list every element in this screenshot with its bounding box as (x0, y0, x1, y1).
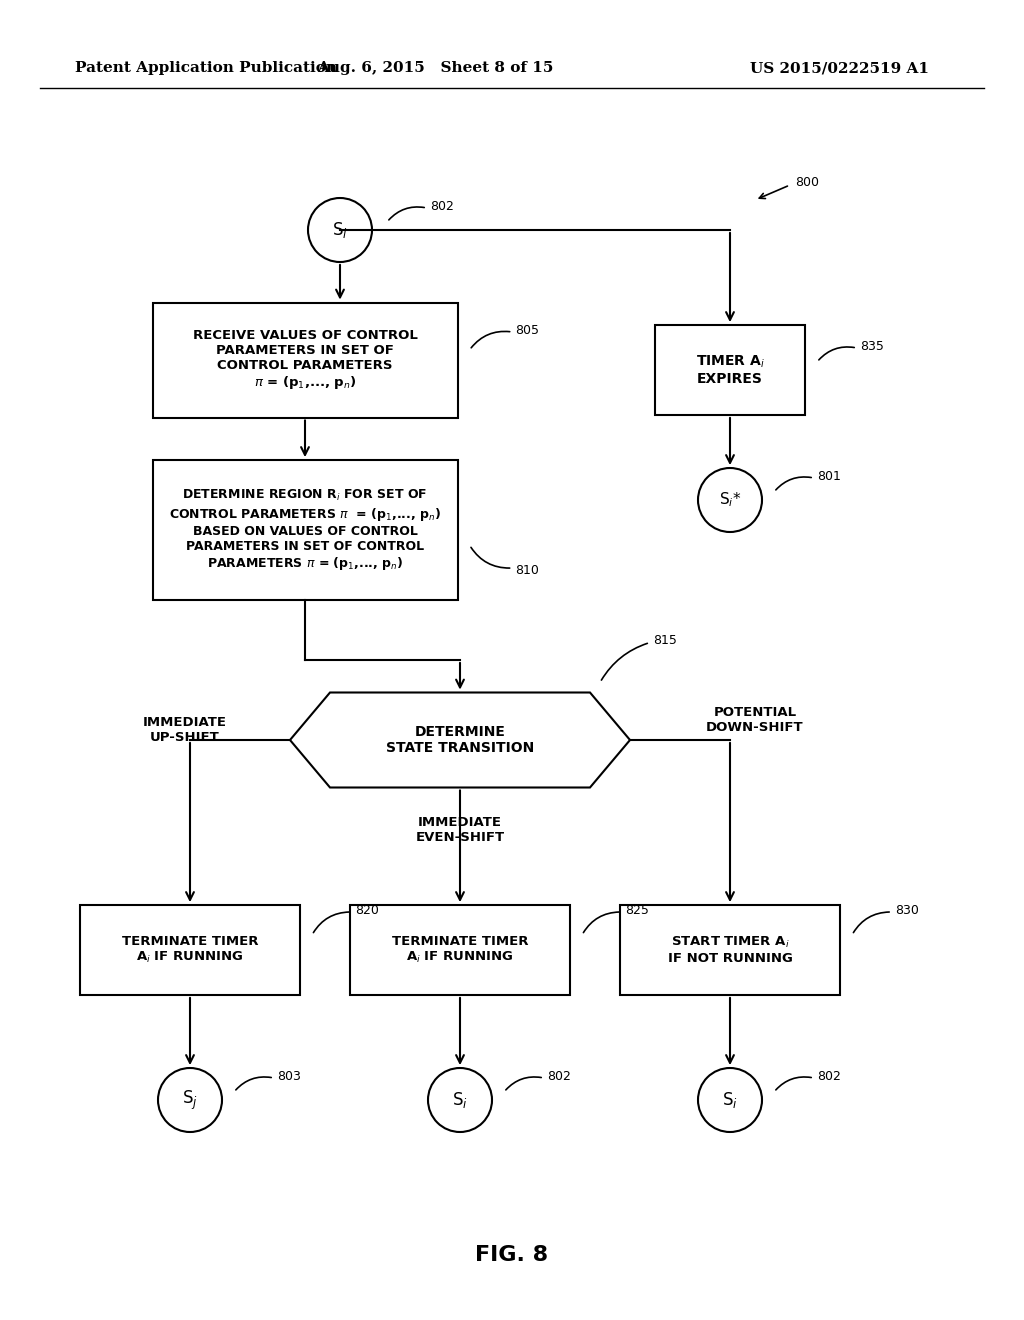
Text: 825: 825 (625, 903, 649, 916)
Text: 810: 810 (515, 564, 540, 577)
Text: START TIMER A$_i$
IF NOT RUNNING: START TIMER A$_i$ IF NOT RUNNING (668, 935, 793, 965)
Polygon shape (290, 693, 630, 788)
Text: US 2015/0222519 A1: US 2015/0222519 A1 (750, 61, 929, 75)
Bar (620, 906, 840, 995)
Text: S$_i$*: S$_i$* (719, 491, 741, 510)
Text: 802: 802 (817, 1069, 841, 1082)
Text: TERMINATE TIMER
A$_i$ IF RUNNING: TERMINATE TIMER A$_i$ IF RUNNING (122, 935, 258, 965)
Text: IMMEDIATE
EVEN-SHIFT: IMMEDIATE EVEN-SHIFT (416, 816, 505, 843)
Text: Aug. 6, 2015   Sheet 8 of 15: Aug. 6, 2015 Sheet 8 of 15 (316, 61, 553, 75)
Text: 835: 835 (860, 339, 884, 352)
Text: 800: 800 (795, 177, 819, 190)
Text: 815: 815 (653, 634, 677, 647)
Text: 803: 803 (278, 1069, 301, 1082)
Text: 802: 802 (430, 201, 454, 214)
Text: TERMINATE TIMER
A$_i$ IF RUNNING: TERMINATE TIMER A$_i$ IF RUNNING (392, 935, 528, 965)
Text: 805: 805 (515, 323, 540, 337)
Text: FIG. 8: FIG. 8 (475, 1245, 549, 1265)
Text: 830: 830 (895, 903, 919, 916)
Text: RECEIVE VALUES OF CONTROL
PARAMETERS IN SET OF
CONTROL PARAMETERS
$\pi$ = (p$_1$: RECEIVE VALUES OF CONTROL PARAMETERS IN … (193, 329, 418, 391)
Text: Patent Application Publication: Patent Application Publication (75, 61, 337, 75)
Text: DETERMINE REGION R$_i$ FOR SET OF
CONTROL PARAMETERS $\pi$  = (p$_1$,..., p$_n$): DETERMINE REGION R$_i$ FOR SET OF CONTRO… (169, 488, 441, 572)
Text: IMMEDIATE
UP-SHIFT: IMMEDIATE UP-SHIFT (143, 715, 227, 744)
Bar (350, 906, 570, 995)
Bar (153, 459, 458, 601)
Text: S$_j$: S$_j$ (182, 1089, 198, 1111)
Text: S$_i$: S$_i$ (722, 1090, 738, 1110)
Text: 802: 802 (547, 1069, 570, 1082)
Text: 801: 801 (817, 470, 841, 483)
Text: 820: 820 (355, 903, 379, 916)
Text: S$_i$: S$_i$ (332, 220, 348, 240)
Bar (655, 325, 805, 414)
Bar (153, 302, 458, 417)
Text: POTENTIAL
DOWN-SHIFT: POTENTIAL DOWN-SHIFT (707, 706, 804, 734)
Text: S$_i$: S$_i$ (452, 1090, 468, 1110)
Text: TIMER A$_i$
EXPIRES: TIMER A$_i$ EXPIRES (695, 354, 765, 387)
Bar (80, 906, 300, 995)
Text: DETERMINE
STATE TRANSITION: DETERMINE STATE TRANSITION (386, 725, 535, 755)
